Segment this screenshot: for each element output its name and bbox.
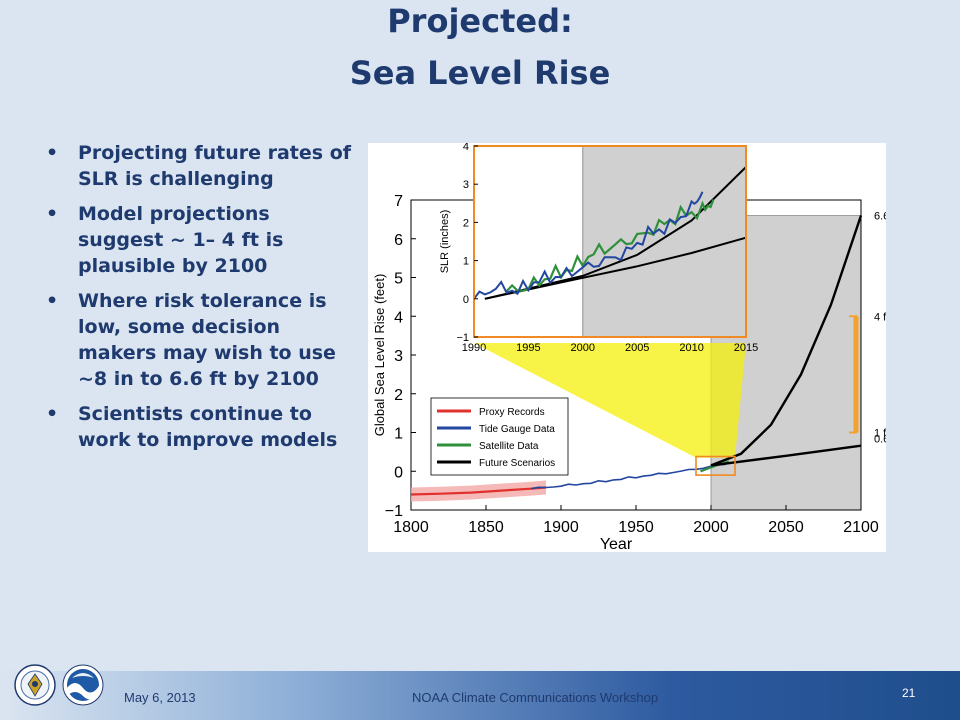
bullet-text: Model projections suggest ~ 1– 4 ft is p… [78,203,284,277]
main-y-tick-label: −1 [385,503,403,520]
main-y-tick-label: 2 [394,387,403,404]
inset-y-tick-label: 2 [463,217,469,229]
main-x-tick-label: 2050 [768,519,804,536]
future-scenario-line [710,444,862,467]
bullet-text: Scientists continue to work to improve m… [78,403,338,451]
main-y-tick-label: 1 [394,426,403,443]
bullet-text: Where risk tolerance is low, some decisi… [78,290,336,390]
inset-x-tick-label: 2015 [734,342,758,354]
inset-x-tick-label: 2000 [571,342,595,354]
main-x-axis-label: Year [600,536,633,552]
bullet-dot: • [46,203,59,225]
bullet-item: • Model projections suggest ~ 1– 4 ft is … [46,201,356,279]
main-y-tick-label: 4 [394,309,403,326]
annotation-label: 1 ft [874,428,886,440]
annotation-label: 0.66 ft [874,434,886,446]
inset-y-tick-label: 4 [463,143,469,153]
legend-label: Satellite Data [479,441,539,452]
inset-frame [473,145,747,338]
bullet-dot: • [46,403,59,425]
main-x-tick-label: 2100 [843,519,879,536]
inset-y-tick-label: 3 [463,179,469,191]
main-x-tick-label: 1900 [543,519,579,536]
inset-y-tick-label: 1 [463,256,469,268]
inset-x-tick-label: 2010 [679,342,703,354]
future-scenario-line [710,215,863,467]
bullet-item: • Projecting future rates of SLR is chall… [46,140,356,192]
bullet-item: • Where risk tolerance is low, some decis… [46,288,356,392]
inset-x-tick-label: 1995 [516,342,540,354]
inset-callout-wedge [474,343,746,458]
inset-x-tick-label: 1990 [462,342,486,354]
department-of-commerce-seal-icon [14,664,56,706]
legend-label: Future Scenarios [479,458,555,469]
main-x-tick-label: 1850 [468,519,504,536]
legend-label: Tide Gauge Data [479,424,555,435]
main-y-tick-label: 0 [394,464,403,481]
inset-y-tick-label: 0 [463,294,469,306]
inset-satellite-line [505,199,715,292]
inset-y-axis-label: SLR (inches) [439,210,451,274]
zoom-box [695,455,736,476]
main-x-tick-label: 1800 [393,519,429,536]
main-y-tick-label: 6 [394,232,403,249]
annotation-label: 6.6 ft [874,211,886,223]
bullet-text: Projecting future rates of SLR is challe… [78,142,352,190]
inset-x-tick-label: 2005 [625,342,649,354]
bullet-dot: • [46,142,59,164]
main-x-tick-label: 2000 [693,519,729,536]
main-x-tick-label: 1950 [618,519,654,536]
sea-level-figure: 1800 1850 1900 1950 2000 2050 2100 −1 0 1 2 3 4 5 6 7 Ye… [368,141,905,553]
noaa-logo-icon [62,664,104,706]
inset-y-tick-label: −1 [456,332,469,344]
annotation-label: 4 ft [874,311,886,323]
footer-date: May 6, 2013 [124,690,196,705]
legend-label: Proxy Records [479,407,545,418]
slide-title-line-2: Sea Level Rise [349,54,611,92]
bullet-list: • Projecting future rates of SLR is chall… [46,140,356,462]
footer-event: NOAA Climate Communications Workshop [412,690,659,705]
main-y-tick-label: 5 [394,271,403,288]
sea-level-chart: 1800 1850 1900 1950 2000 2050 2100 −1 0 1 2 3 4 5 6 7 Ye… [372,141,905,553]
slide-title-line-1: Projected: [387,2,573,40]
main-y-tick-label: 7 [394,193,403,210]
bullet-item: • Scientists continue to work to improve … [46,401,356,453]
inset-tide-gauge-line [473,191,704,300]
inset-future-scenario-line [484,236,747,300]
main-y-axis-label: Global Sea Level Rise (feet) [372,274,387,437]
bullet-dot: • [46,290,59,312]
tide-gauge-line [530,461,730,490]
footer-bar [0,671,960,720]
main-y-tick-label: 3 [394,348,403,365]
page-number: 21 [902,686,916,700]
inset-shaded-region [582,146,746,337]
